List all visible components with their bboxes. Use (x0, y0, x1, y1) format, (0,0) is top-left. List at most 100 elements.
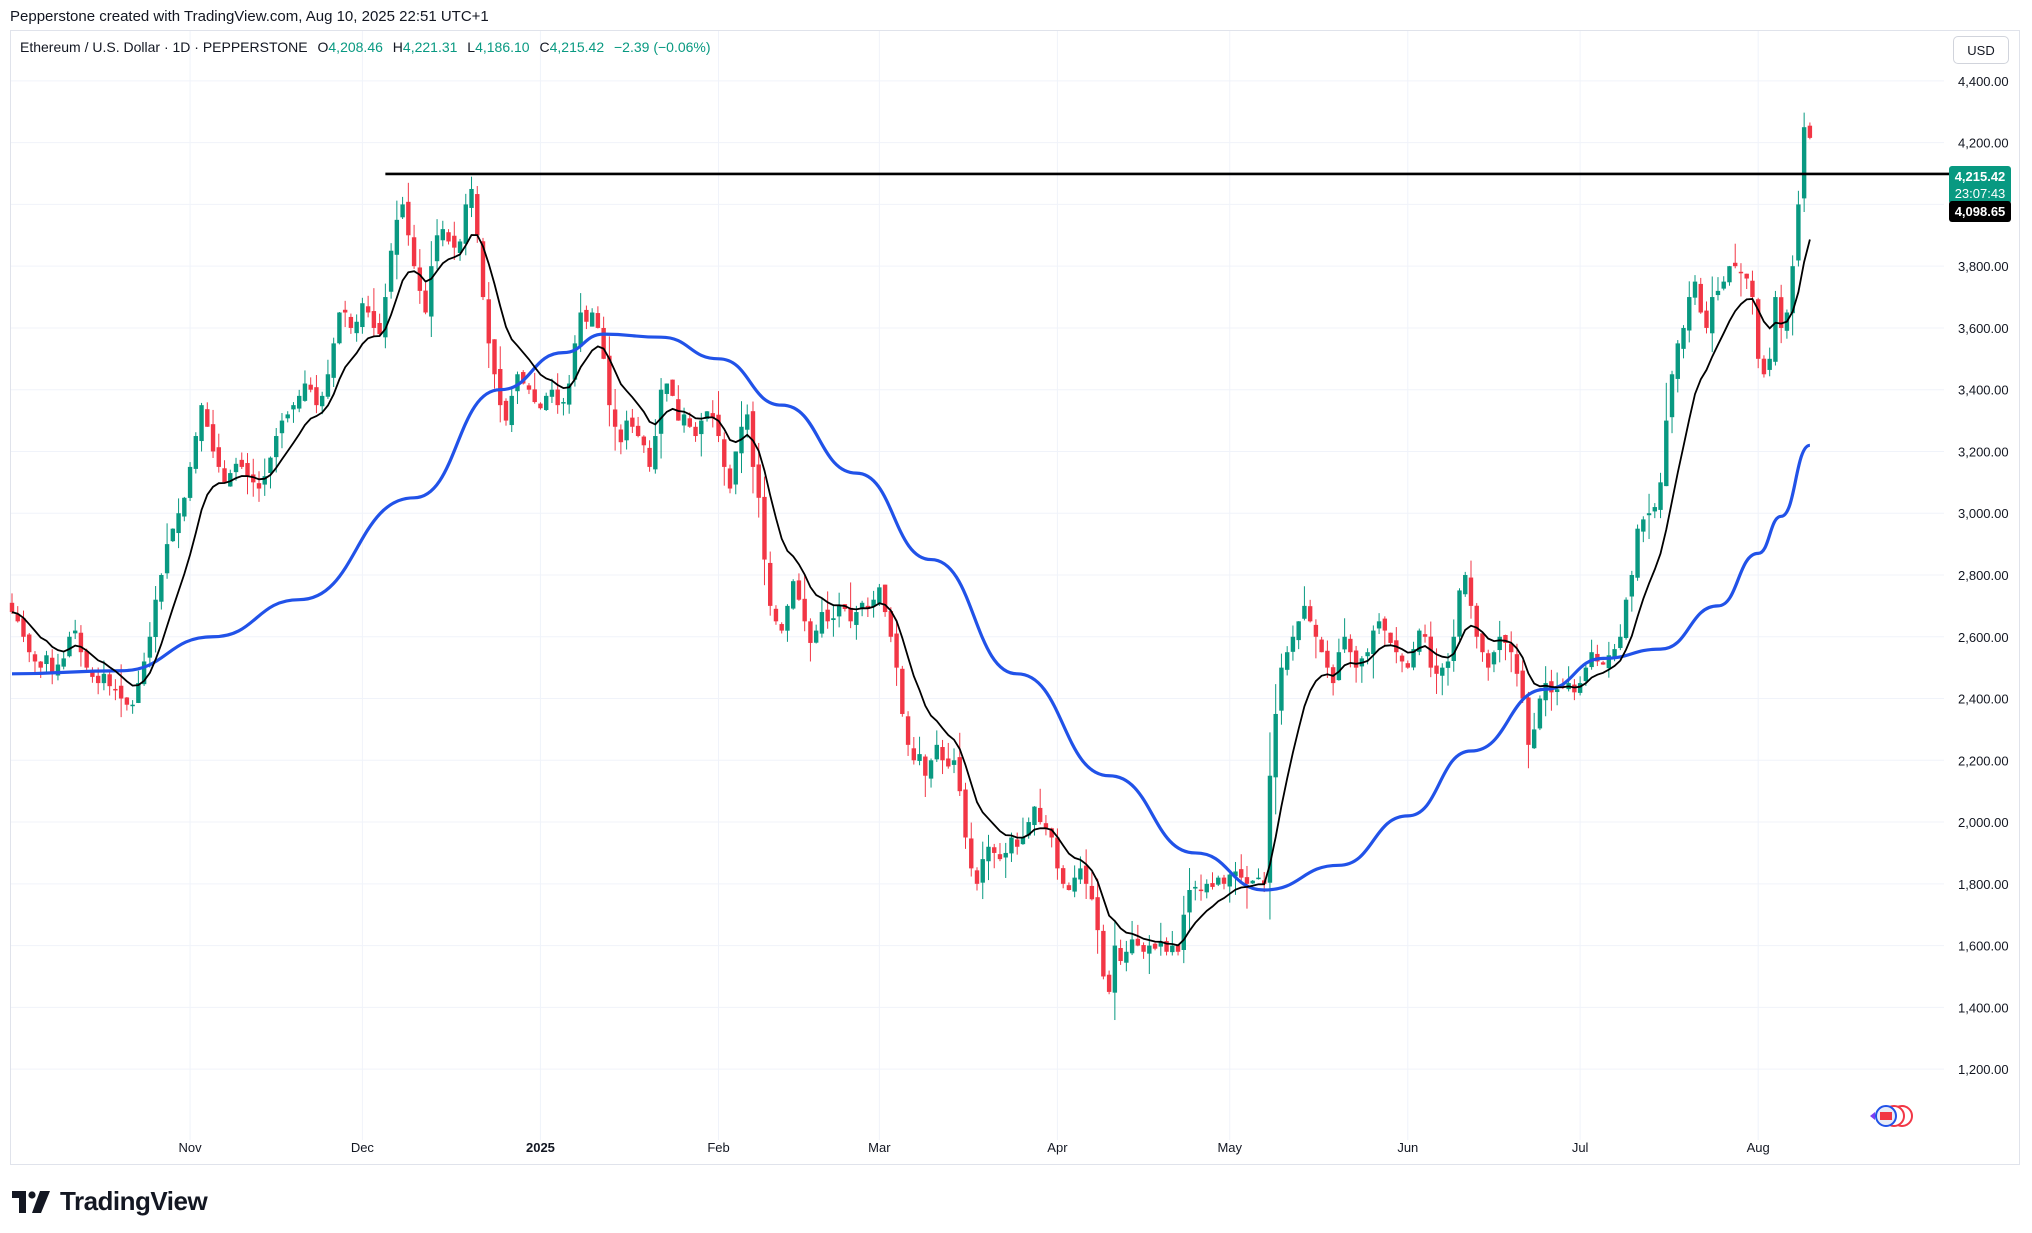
candle-body (1072, 877, 1077, 892)
y-tick-label: 1,200.00 (1958, 1062, 2009, 1077)
news-flags-icon[interactable] (1870, 1105, 1913, 1127)
candle-body (1761, 358, 1767, 375)
y-tick-label: 3,000.00 (1958, 506, 2009, 521)
candle-body (1020, 837, 1026, 845)
candle-body (1106, 974, 1112, 992)
candle-body (607, 355, 612, 406)
candle-body (796, 580, 802, 600)
candle-body (1112, 945, 1118, 993)
candle-body (285, 414, 290, 419)
candle-body (342, 309, 348, 313)
candle-body (1037, 807, 1043, 823)
moving-average-long (11, 332, 1811, 892)
candle-body (825, 609, 830, 622)
candle-body (641, 436, 647, 446)
candle-body (1256, 877, 1261, 880)
candle-body (1503, 635, 1508, 643)
symbol-name[interactable]: Ethereum / U.S. Dollar · 1D · PEPPERSTON… (20, 39, 308, 55)
candle-body (319, 395, 325, 407)
y-tick-label: 3,200.00 (1958, 444, 2009, 459)
x-tick-label: Mar (868, 1140, 891, 1155)
candle-body (750, 411, 756, 467)
candle-body (526, 385, 532, 390)
change-value: −2.39 (−0.06%) (614, 39, 711, 55)
candle-body (1457, 590, 1462, 637)
candle-body (251, 474, 256, 483)
candle-body (1141, 945, 1146, 952)
candle-body (572, 343, 578, 380)
candle-body (831, 618, 836, 621)
candle-body (1348, 638, 1353, 653)
candle-body (429, 266, 434, 317)
candle-body (762, 496, 767, 560)
candle-body (756, 464, 761, 498)
close-key: C (539, 39, 550, 55)
candle-body (521, 372, 526, 384)
candle-body (325, 374, 331, 397)
candle-body (38, 661, 43, 668)
candle-body (854, 612, 859, 625)
candle-body (1468, 577, 1474, 606)
candle-body (101, 673, 107, 684)
candle-body (773, 608, 779, 622)
candle-body (1376, 621, 1382, 629)
candle-body (400, 204, 405, 218)
candle-body (578, 312, 583, 347)
candle-body (1629, 575, 1635, 597)
candle-body (239, 459, 244, 467)
candle-body (245, 463, 250, 477)
candle-body (1233, 871, 1238, 877)
candle-body (1015, 839, 1020, 847)
candle-body (785, 605, 790, 631)
candle-body (1526, 697, 1531, 745)
candle-body (1170, 945, 1175, 953)
candle-body (1060, 868, 1066, 884)
candle-body (561, 402, 566, 404)
candle-body (256, 483, 262, 489)
candle-body (1216, 877, 1221, 885)
candle-body (452, 235, 457, 248)
chart-credit: Pepperstone created with TradingView.com… (10, 8, 489, 25)
candle-body (1353, 650, 1359, 668)
currency-button[interactable]: USD (1953, 36, 2009, 64)
candle-body (584, 309, 589, 322)
candle-body (1250, 880, 1255, 884)
candle-body (371, 311, 377, 328)
candle-body (911, 748, 917, 761)
candle-body (1221, 877, 1227, 884)
candle-body (210, 424, 216, 452)
x-tick-label: Nov (179, 1140, 203, 1155)
candle-body (130, 704, 135, 707)
candle-body (940, 747, 945, 761)
candle-body (1193, 886, 1198, 889)
candle-body (601, 327, 606, 359)
x-tick-label: May (1217, 1140, 1242, 1155)
candle-body (1733, 262, 1738, 267)
open-value: 4,208.46 (328, 39, 383, 55)
tradingview-brand[interactable]: TradingView (12, 1186, 208, 1217)
candle-body (1508, 643, 1514, 653)
candle-body (1147, 945, 1152, 954)
candle-body (1365, 652, 1370, 657)
candle-body (124, 697, 130, 705)
time-axis: Nov Dec 2025 Feb Mar Apr May Jun Jul Aug (179, 1140, 1770, 1155)
candle-body (331, 343, 336, 378)
candle-body (1405, 663, 1411, 668)
candle-body (693, 426, 698, 437)
candle-body (176, 513, 181, 534)
candle-body (1244, 877, 1250, 884)
candle-body (768, 562, 773, 606)
candle-body (377, 322, 382, 335)
candle-body (630, 417, 635, 427)
candle-body (268, 457, 273, 474)
candle-body (72, 630, 78, 634)
candle-body (848, 607, 853, 622)
candle-body (1801, 127, 1807, 199)
candle-body (836, 605, 842, 617)
high-value: 4,221.31 (402, 39, 458, 55)
candle-body (469, 188, 474, 208)
candle-body (808, 621, 813, 643)
candle-body (21, 618, 26, 637)
candle-body (1279, 667, 1284, 711)
